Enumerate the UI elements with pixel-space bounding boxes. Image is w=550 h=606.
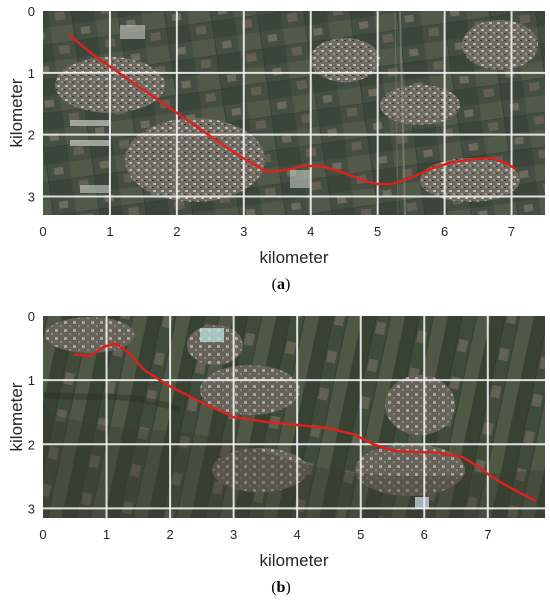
x-tick-label: 1 [106,224,113,239]
x-tick-label: 6 [421,527,428,542]
x-tick-label: 3 [240,224,247,239]
satellite-background-b [43,316,545,518]
x-tick-label: 5 [374,224,381,239]
x-axis-title-b: kilometer [260,551,329,570]
x-tick-label: 7 [484,527,491,542]
x-tick-label: 3 [230,527,237,542]
panel-a: 0 1 2 3 4 5 6 7 0 1 2 3 kilometer kilometer (a) [7,4,545,293]
panel-caption-b: (b) [271,579,291,596]
route-line-b [73,342,537,502]
x-tick-label: 6 [441,224,448,239]
y-tick-label: 3 [28,189,35,204]
y-tick-label: 3 [28,501,35,516]
satellite-background-a [43,11,545,215]
y-tick-label: 1 [28,66,35,81]
y-tick-label: 2 [28,437,35,452]
x-tick-labels-a: 0 1 2 3 4 5 6 7 [39,224,515,239]
x-axis-title-a: kilometer [260,248,329,267]
x-tick-labels-b: 0 1 2 3 4 5 6 7 [39,527,491,542]
x-tick-label: 2 [166,527,173,542]
route-line-a [68,34,517,186]
x-tick-label: 1 [103,527,110,542]
x-tick-label: 4 [307,224,314,239]
y-tick-label: 0 [28,4,35,19]
x-tick-label: 7 [508,224,515,239]
grid-lines-b [43,316,545,518]
y-axis-title-a: kilometer [7,78,26,147]
y-tick-label: 1 [28,373,35,388]
y-tick-labels-a: 0 1 2 3 [28,4,35,204]
x-tick-label: 0 [39,527,46,542]
route-line [68,34,517,186]
y-axis-title-b: kilometer [7,382,26,451]
panel-b: 0 1 2 3 4 5 6 7 0 1 2 3 kilometer kilometer (b) [7,309,545,596]
x-tick-label: 2 [173,224,180,239]
y-tick-labels-b: 0 1 2 3 [28,309,35,516]
x-tick-label: 4 [294,527,301,542]
panel-caption-a: (a) [272,276,291,293]
y-tick-label: 2 [28,128,35,143]
route-line [73,342,537,502]
y-tick-label: 0 [28,309,35,324]
x-tick-label: 0 [39,224,46,239]
x-tick-label: 5 [357,527,364,542]
